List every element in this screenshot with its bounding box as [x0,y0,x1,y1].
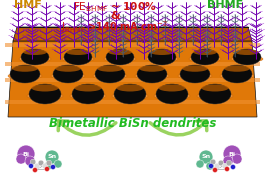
Ellipse shape [95,65,125,83]
Circle shape [213,167,218,173]
Text: Sn: Sn [47,154,56,160]
Polygon shape [5,43,260,47]
Text: Bi: Bi [23,152,29,156]
Ellipse shape [150,49,174,55]
Circle shape [224,167,229,171]
Ellipse shape [137,65,167,83]
Circle shape [25,156,35,166]
Ellipse shape [64,49,92,65]
Ellipse shape [108,49,132,55]
Ellipse shape [235,49,259,55]
Ellipse shape [23,49,47,55]
Ellipse shape [231,56,263,62]
Ellipse shape [139,65,165,72]
Ellipse shape [106,49,134,65]
Ellipse shape [104,56,136,62]
Circle shape [206,162,214,170]
Text: BHMF: BHMF [207,0,243,10]
Circle shape [232,154,242,164]
Ellipse shape [220,72,254,80]
Ellipse shape [158,84,186,91]
Ellipse shape [233,49,261,65]
Ellipse shape [51,72,85,80]
Circle shape [209,163,214,169]
FancyArrowPatch shape [150,121,207,135]
Polygon shape [5,100,260,104]
Ellipse shape [70,92,106,100]
Ellipse shape [197,92,233,100]
Circle shape [199,150,213,164]
Ellipse shape [224,65,250,72]
Ellipse shape [29,84,61,104]
Text: HMF: HMF [14,0,42,10]
Circle shape [226,160,232,166]
Ellipse shape [191,49,219,65]
Ellipse shape [193,49,217,55]
Circle shape [38,160,44,166]
Text: Sn: Sn [201,154,211,160]
Ellipse shape [97,65,123,72]
Text: &: & [110,11,120,21]
Ellipse shape [156,84,188,104]
Circle shape [218,160,224,166]
Ellipse shape [62,56,94,62]
Ellipse shape [53,65,83,83]
Circle shape [42,163,48,169]
Circle shape [33,167,38,173]
Circle shape [30,159,36,165]
Ellipse shape [222,65,252,83]
Polygon shape [8,41,257,117]
Ellipse shape [74,84,101,91]
Ellipse shape [114,84,146,104]
Circle shape [222,163,228,169]
Ellipse shape [21,49,49,65]
Text: $\mathrm{FE_{BHMF}}$ ~ 100%: $\mathrm{FE_{BHMF}}$ ~ 100% [73,0,157,14]
Circle shape [231,164,236,170]
Ellipse shape [19,56,51,62]
Circle shape [45,150,59,164]
Ellipse shape [178,72,212,80]
Circle shape [34,163,40,169]
Ellipse shape [199,84,231,104]
Circle shape [46,160,52,166]
Ellipse shape [135,72,169,80]
Circle shape [51,164,55,170]
Circle shape [45,167,50,171]
Polygon shape [13,27,252,41]
Ellipse shape [31,84,59,91]
Circle shape [223,145,241,163]
Ellipse shape [55,65,81,72]
Circle shape [44,162,52,170]
Circle shape [214,163,220,169]
Text: $\mathrm{J_{BHMF}}$ >140 mA cm$^{-2}$: $\mathrm{J_{BHMF}}$ >140 mA cm$^{-2}$ [61,19,169,35]
Ellipse shape [93,72,127,80]
Ellipse shape [10,65,40,83]
Ellipse shape [8,72,42,80]
Circle shape [196,160,204,168]
Ellipse shape [66,49,90,55]
Ellipse shape [180,65,210,83]
Ellipse shape [72,84,104,104]
Ellipse shape [116,84,144,91]
Ellipse shape [146,56,178,62]
Text: Bimetallic BiSn dendrites: Bimetallic BiSn dendrites [49,117,217,130]
Text: Bi: Bi [228,152,236,156]
FancyArrowPatch shape [58,121,116,135]
Ellipse shape [112,92,148,100]
Polygon shape [5,62,260,66]
Ellipse shape [189,56,221,62]
Ellipse shape [182,65,208,72]
Polygon shape [5,78,260,82]
Ellipse shape [201,84,229,91]
Ellipse shape [12,65,38,72]
Ellipse shape [27,92,63,100]
Circle shape [210,159,216,165]
Circle shape [16,154,26,164]
Circle shape [17,145,35,163]
Ellipse shape [154,92,190,100]
Circle shape [223,156,233,166]
Ellipse shape [148,49,176,65]
Circle shape [54,160,62,168]
Circle shape [29,163,33,169]
